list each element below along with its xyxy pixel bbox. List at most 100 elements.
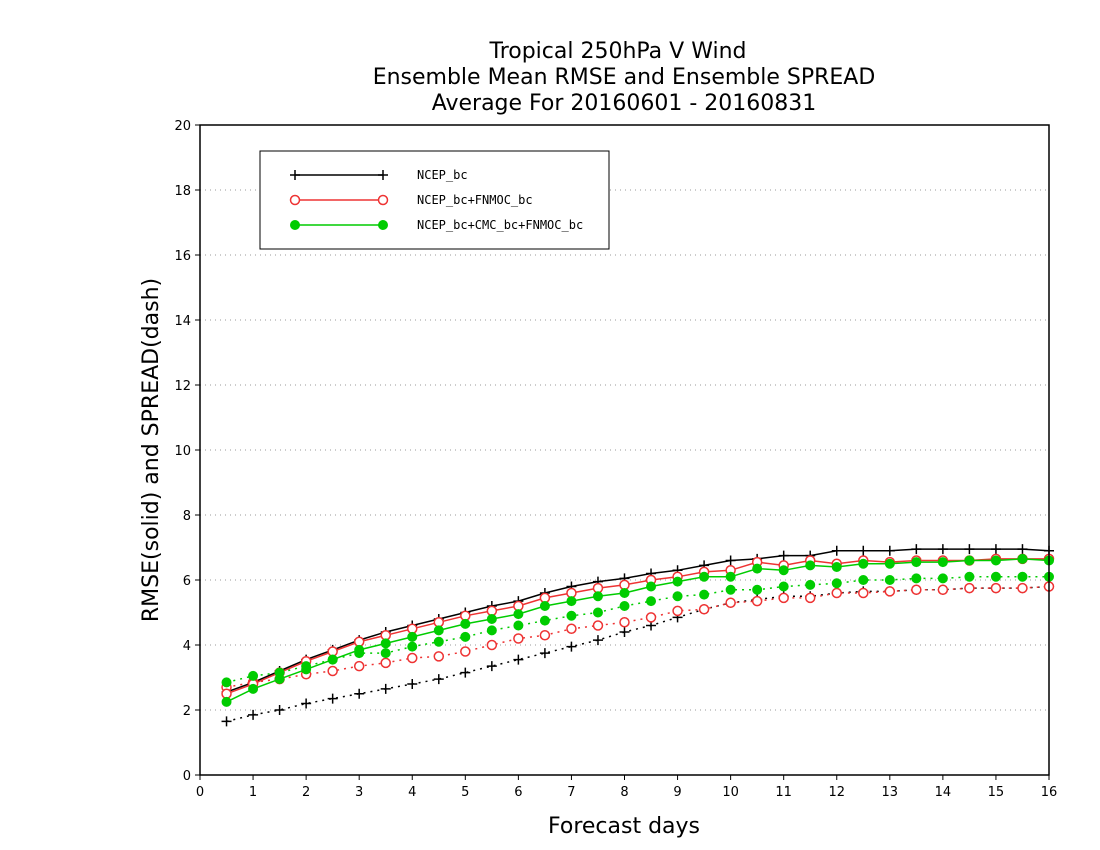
spread-point: [858, 575, 869, 585]
title-line-3: Average For 20160601 - 20160831: [432, 91, 817, 116]
spread-point: [486, 639, 498, 651]
spread-point: [804, 592, 816, 604]
x-tick-label: 9: [673, 785, 681, 800]
rmse-point: [752, 563, 763, 574]
series-layer: [221, 544, 1055, 727]
spread-point: [990, 571, 1001, 582]
rmse-point: [884, 558, 895, 569]
spread-point: [248, 670, 259, 681]
series-spread-line: [226, 576, 1049, 684]
y-tick-label: 4: [183, 639, 191, 654]
x-tick-label: 16: [1041, 785, 1058, 800]
legend-entry: NCEP_bc: [290, 168, 468, 182]
rmse-point: [699, 571, 710, 582]
rmse-point: [407, 631, 418, 642]
spread-point: [672, 605, 683, 617]
legend-label: NCEP_bc: [417, 168, 468, 182]
spread-point: [672, 591, 683, 602]
x-tick-label: 14: [935, 785, 952, 800]
rmse-point: [592, 591, 603, 602]
rmse-point: [1017, 553, 1028, 564]
spread-point: [460, 631, 471, 642]
rmse-point: [619, 588, 630, 598]
spread-point: [592, 607, 603, 618]
x-tick-label: 3: [355, 785, 363, 800]
spread-point: [380, 657, 391, 669]
spread-point: [831, 578, 842, 589]
legend: NCEP_bc NCEP_bc+FNMOC_bc NCEP_bc+CMC_bc+FN…: [259, 150, 610, 250]
y-tick-label: 12: [174, 379, 191, 394]
spread-point: [725, 597, 736, 608]
spread-point: [1017, 571, 1028, 582]
y-axis-label: RMSE(solid) and SPREAD(dash): [139, 278, 164, 622]
rmse-point: [460, 618, 471, 629]
spread-point: [911, 573, 922, 584]
spread-point: [433, 651, 445, 662]
x-axis-label: Forecast days: [548, 814, 700, 839]
rmse-point: [911, 557, 922, 568]
spread-point: [964, 571, 975, 582]
spread-point: [964, 582, 975, 594]
spread-point: [460, 646, 471, 657]
spread-point: [725, 584, 736, 595]
x-tick-label: 10: [722, 785, 739, 800]
spread-point: [513, 620, 524, 631]
y-tick-label: 2: [183, 704, 191, 719]
spread-point: [646, 596, 657, 607]
spread-point: [1017, 582, 1028, 594]
spread-point: [619, 601, 630, 611]
y-axis: 0 2 4 6 8 10 12 14 16 18 20: [174, 119, 200, 784]
y-tick-label: 10: [174, 444, 191, 459]
series-spread-line: [226, 585, 1050, 689]
x-tick-label: 15: [988, 785, 1005, 800]
title-line-1: Tropical 250hPa V Wind: [488, 39, 746, 64]
y-tick-label: 18: [174, 184, 191, 199]
series-rmse-line: [226, 558, 1049, 695]
x-tick-label: 6: [514, 785, 522, 800]
rmse-point: [486, 614, 497, 624]
spread-point: [990, 582, 1002, 594]
spread-point: [513, 633, 524, 644]
rmse-point: [805, 560, 816, 571]
spread-point: [858, 587, 869, 599]
legend-marker: [289, 194, 301, 206]
spread-point: [433, 636, 444, 647]
spread-point: [645, 612, 657, 623]
rmse-point: [831, 562, 842, 572]
x-tick-label: 7: [567, 785, 575, 800]
rmse-point: [937, 557, 948, 568]
rmse-point: [858, 558, 869, 569]
spread-point: [486, 625, 497, 636]
rmse-point: [646, 581, 657, 592]
spread-point: [751, 595, 763, 607]
rmse-point: [964, 555, 975, 566]
spread-point: [884, 586, 896, 597]
spread-point: [539, 630, 551, 641]
spread-point: [699, 589, 710, 600]
spread-point: [752, 584, 763, 595]
spread-point: [353, 660, 365, 672]
x-tick-label: 0: [196, 785, 204, 800]
legend-label: NCEP_bc+CMC_bc+FNMOC_bc: [417, 218, 583, 232]
x-tick-label: 2: [302, 785, 310, 800]
x-tick-label: 4: [408, 785, 416, 800]
spread-point: [805, 579, 816, 590]
rmse-point: [778, 565, 789, 576]
spread-point: [407, 641, 418, 652]
spread-point: [327, 665, 338, 677]
y-tick-label: 8: [183, 509, 191, 524]
rmse-point: [221, 696, 232, 707]
spread-point: [937, 573, 948, 584]
rmse-point: [513, 609, 524, 620]
y-tick-label: 0: [183, 769, 191, 784]
spread-point: [778, 592, 789, 604]
spread-point: [911, 584, 922, 595]
rmse-point: [566, 596, 577, 607]
rmse-point: [327, 654, 338, 665]
x-tick-label: 13: [882, 785, 899, 800]
spread-point: [380, 648, 391, 659]
rmse-point: [433, 625, 444, 636]
rmse-point: [990, 555, 1001, 566]
legend-entry: NCEP_bc+FNMOC_bc: [289, 193, 533, 207]
